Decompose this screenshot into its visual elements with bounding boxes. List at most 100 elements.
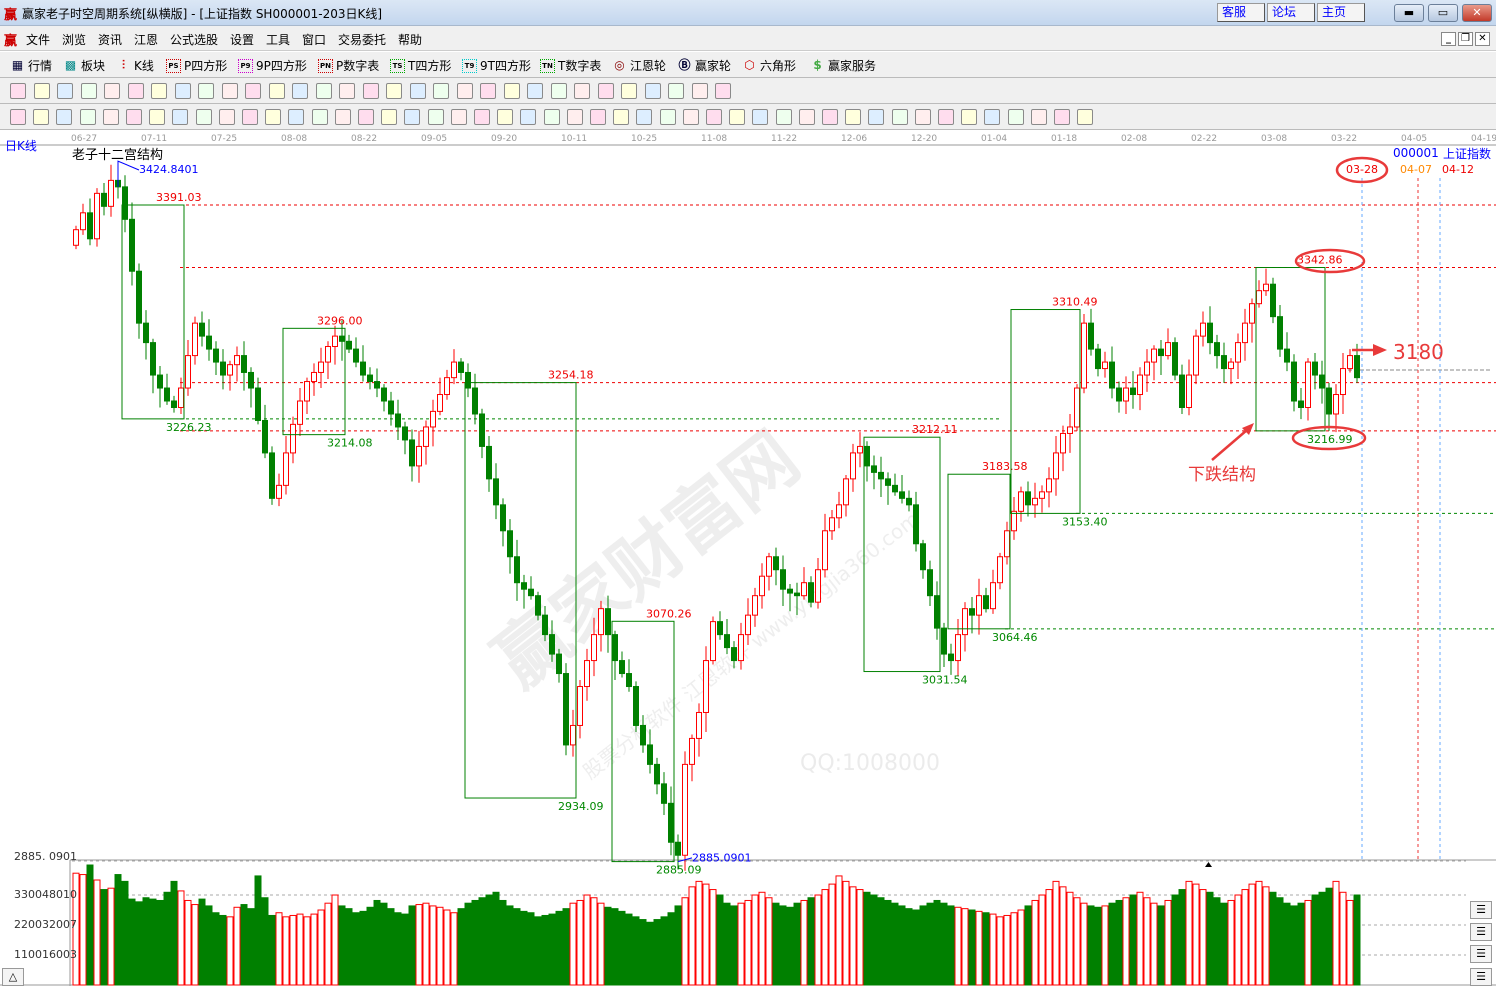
tool-icon[interactable] <box>127 83 144 99</box>
tool-icon[interactable] <box>80 83 97 99</box>
toolbar-button[interactable]: TN T数字表 <box>540 57 601 74</box>
close-button[interactable]: ✕ <box>1462 4 1492 22</box>
tool-icon[interactable] <box>450 109 467 125</box>
tool-icon[interactable] <box>1054 109 1070 125</box>
tool-icon[interactable] <box>845 109 862 125</box>
tool-icon[interactable] <box>715 83 731 99</box>
tool-icon[interactable] <box>433 83 449 99</box>
toolbar-button[interactable]: ▩ 板块 <box>63 57 105 74</box>
toolbar-button[interactable]: $ 赢家服务 <box>810 57 876 74</box>
tool-icon[interactable] <box>57 83 73 99</box>
tool-icon[interactable] <box>597 83 614 99</box>
menu-item[interactable]: 浏览 <box>62 33 87 47</box>
tool-icon[interactable] <box>33 109 50 125</box>
tool-icon[interactable] <box>33 83 50 99</box>
toolbar-button[interactable]: PN P数字表 <box>318 57 379 74</box>
menu-item[interactable]: 江恩 <box>134 33 159 47</box>
link-home[interactable]: 主页 <box>1317 3 1365 22</box>
period-label[interactable]: 日K线 <box>5 139 37 153</box>
tool-icon[interactable] <box>729 109 746 125</box>
tool-icon[interactable] <box>474 109 490 125</box>
tool-icon[interactable] <box>644 83 661 99</box>
tool-icon[interactable] <box>268 83 285 99</box>
tool-icon[interactable] <box>409 83 426 99</box>
tool-icon[interactable] <box>151 83 167 99</box>
pane-button[interactable]: ☰ <box>1470 968 1492 986</box>
tool-icon[interactable] <box>822 109 838 125</box>
menu-item[interactable]: 公式选股 <box>170 33 219 47</box>
tool-icon[interactable] <box>315 83 332 99</box>
toolbar-button[interactable]: ▦ 行情 <box>10 57 52 74</box>
tool-icon[interactable] <box>242 109 258 125</box>
tool-icon[interactable] <box>706 109 722 125</box>
tool-icon[interactable] <box>149 109 166 125</box>
tool-icon[interactable] <box>386 83 402 99</box>
menu-item[interactable]: 资讯 <box>98 33 123 47</box>
tool-icon[interactable] <box>984 109 1001 125</box>
menu-item[interactable]: 交易委托 <box>338 33 387 47</box>
toolbar-button[interactable]: ◎ 江恩轮 <box>612 57 666 74</box>
toolbar-button[interactable]: ⬡ 六角形 <box>742 57 796 74</box>
pane-button[interactable]: ☰ <box>1470 945 1492 963</box>
menu-item[interactable]: 工具 <box>266 33 291 47</box>
tool-icon[interactable] <box>174 83 191 99</box>
collapse-triangle-button[interactable]: △ <box>2 968 24 986</box>
menu-item[interactable]: 窗口 <box>302 33 327 47</box>
tool-icon[interactable] <box>891 109 908 125</box>
pane-button[interactable]: ☰ <box>1470 901 1492 919</box>
tool-icon[interactable] <box>104 83 120 99</box>
tool-icon[interactable] <box>362 83 379 99</box>
tool-icon[interactable] <box>914 109 931 125</box>
minimize-button[interactable]: ▬ <box>1394 4 1424 22</box>
mdi-close-button[interactable]: ✕ <box>1475 32 1490 46</box>
toolbar-button[interactable]: ⫶ K线 <box>116 57 154 74</box>
tool-icon[interactable] <box>1007 109 1024 125</box>
tool-icon[interactable] <box>126 109 142 125</box>
tool-icon[interactable] <box>520 109 537 125</box>
tool-icon[interactable] <box>10 109 26 125</box>
tool-icon[interactable] <box>798 109 815 125</box>
tool-icon[interactable] <box>938 109 954 125</box>
menu-item[interactable]: 文件 <box>26 33 51 47</box>
kline-chart[interactable]: 06-27 07-11 07-25 08-08 08-22 09-05 09-20 10-11… <box>0 130 1496 986</box>
tool-icon[interactable] <box>288 109 305 125</box>
tool-icon[interactable] <box>480 83 496 99</box>
toolbar-button[interactable]: Ⓑ 赢家轮 <box>677 57 731 74</box>
tool-icon[interactable] <box>1077 109 1094 125</box>
tool-icon[interactable] <box>590 109 606 125</box>
tool-icon[interactable] <box>10 83 26 99</box>
tool-icon[interactable] <box>1030 109 1047 125</box>
mdi-restore-button[interactable]: ❐ <box>1458 32 1473 46</box>
tool-icon[interactable] <box>56 109 73 125</box>
tool-icon[interactable] <box>334 109 351 125</box>
menu-item[interactable]: 帮助 <box>398 33 423 47</box>
toolbar-button[interactable]: P9 9P四方形 <box>238 57 307 74</box>
tool-icon[interactable] <box>218 109 235 125</box>
tool-icon[interactable] <box>404 109 421 125</box>
tool-icon[interactable] <box>292 83 308 99</box>
tool-icon[interactable] <box>503 83 520 99</box>
tool-icon[interactable] <box>339 83 355 99</box>
tool-icon[interactable] <box>868 109 885 125</box>
tool-icon[interactable] <box>245 83 261 99</box>
link-forum[interactable]: 论坛 <box>1267 3 1315 22</box>
tool-icon[interactable] <box>358 109 374 125</box>
tool-icon[interactable] <box>172 109 189 125</box>
tool-icon[interactable] <box>682 109 699 125</box>
tool-icon[interactable] <box>527 83 543 99</box>
tool-icon[interactable] <box>195 109 212 125</box>
link-customer-service[interactable]: 客服 <box>1217 3 1265 22</box>
tool-icon[interactable] <box>265 109 282 125</box>
tool-icon[interactable] <box>381 109 398 125</box>
tool-icon[interactable] <box>198 83 214 99</box>
tool-icon[interactable] <box>613 109 630 125</box>
tool-icon[interactable] <box>621 83 637 99</box>
tool-icon[interactable] <box>311 109 328 125</box>
tool-icon[interactable] <box>221 83 238 99</box>
tool-icon[interactable] <box>668 83 684 99</box>
tool-icon[interactable] <box>543 109 560 125</box>
tool-icon[interactable] <box>79 109 96 125</box>
tool-icon[interactable] <box>497 109 514 125</box>
pane-button[interactable]: ☰ <box>1470 923 1492 941</box>
tool-icon[interactable] <box>961 109 978 125</box>
